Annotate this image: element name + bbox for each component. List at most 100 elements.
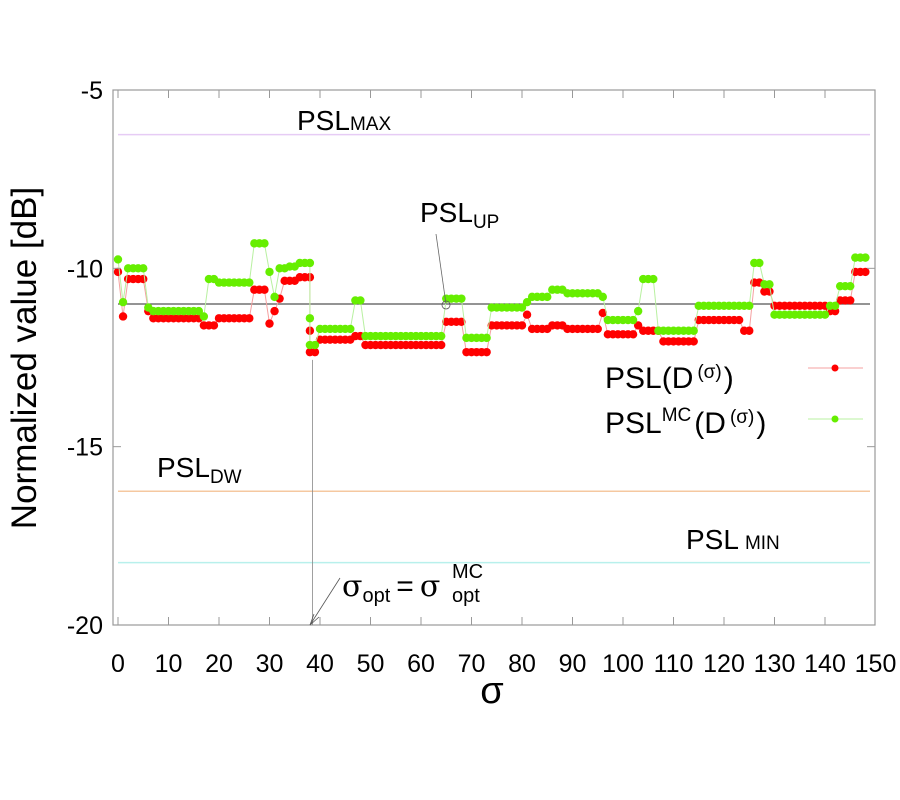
arrow-head-icon bbox=[309, 613, 320, 626]
y-tick-label: -20 bbox=[67, 612, 103, 640]
data-point bbox=[310, 340, 320, 350]
data-point bbox=[305, 258, 315, 268]
data-point bbox=[245, 278, 254, 287]
data-point bbox=[765, 280, 774, 289]
data-point bbox=[633, 306, 643, 316]
data-point bbox=[437, 340, 446, 350]
data-point bbox=[765, 287, 774, 296]
plot-frame bbox=[112, 89, 876, 626]
data-point bbox=[734, 315, 744, 325]
x-tick-label: 50 bbox=[357, 650, 385, 678]
data-point bbox=[522, 298, 532, 307]
x-axis-label: σ bbox=[480, 670, 503, 712]
data-point bbox=[820, 310, 830, 319]
data-point bbox=[260, 285, 269, 294]
data-point bbox=[846, 296, 855, 305]
y-tick-label: -5 bbox=[81, 77, 103, 105]
data-point bbox=[593, 324, 602, 334]
sigma-opt-label: σopt = σ bbox=[342, 569, 440, 607]
data-point bbox=[199, 312, 209, 321]
sigma-opt-mc-sup: MC bbox=[452, 561, 483, 583]
legend-label: PSL(D (σ)) bbox=[605, 362, 734, 395]
y-tick-label: -15 bbox=[67, 434, 103, 462]
data-point bbox=[522, 310, 532, 319]
data-point bbox=[830, 301, 840, 310]
data-point bbox=[628, 330, 638, 339]
data-point bbox=[209, 321, 219, 330]
data-point bbox=[310, 347, 320, 357]
legend-item: PSL(D (σ)) bbox=[605, 362, 863, 395]
data-series bbox=[113, 239, 870, 357]
data-point bbox=[113, 255, 123, 264]
data-point bbox=[270, 306, 279, 316]
data-point bbox=[745, 326, 754, 335]
ref-label-psl-up: PSLUP bbox=[420, 197, 499, 233]
data-point bbox=[482, 347, 491, 357]
data-point bbox=[118, 312, 128, 321]
legend-label: PSLMC (D (σ)) bbox=[605, 405, 766, 440]
data-point bbox=[689, 337, 698, 346]
x-tick-label: 80 bbox=[508, 650, 536, 678]
data-point bbox=[265, 319, 274, 328]
ref-label-psl-min: PSL MIN bbox=[686, 524, 780, 555]
data-point bbox=[356, 296, 365, 305]
data-point bbox=[861, 267, 870, 277]
data-point bbox=[194, 306, 203, 316]
y-axis-label: Normalized value [dB] bbox=[5, 187, 44, 529]
data-point bbox=[118, 298, 128, 307]
sigma-opt-mc-sub: opt bbox=[452, 585, 480, 607]
data-point bbox=[265, 267, 274, 277]
data-point bbox=[482, 333, 491, 343]
sigma-opt-arrow bbox=[309, 577, 341, 626]
psl-up-marker-icon bbox=[441, 300, 451, 310]
data-point bbox=[245, 314, 254, 323]
psl-up-pointer-line bbox=[435, 233, 447, 305]
legend: PSL(D (σ)) PSLMC (D (σ)) bbox=[605, 362, 863, 440]
ref-label-psl-max: PSLMAX bbox=[297, 105, 391, 136]
series-psl-mc bbox=[113, 239, 870, 350]
data-point bbox=[633, 321, 643, 330]
data-point bbox=[260, 239, 269, 248]
data-point bbox=[628, 315, 638, 325]
data-point bbox=[113, 267, 123, 277]
x-tick-label: 130 bbox=[754, 650, 796, 678]
data-point bbox=[517, 303, 527, 312]
x-tick-label: 100 bbox=[602, 650, 644, 678]
data-point bbox=[846, 281, 855, 291]
data-point bbox=[598, 308, 607, 318]
data-point bbox=[517, 321, 527, 330]
x-tick-label: 30 bbox=[256, 650, 284, 678]
x-tick-label: 120 bbox=[703, 650, 745, 678]
data-point bbox=[346, 324, 355, 334]
x-tick-label: 40 bbox=[306, 650, 334, 678]
x-tick-label: 20 bbox=[205, 650, 233, 678]
data-point bbox=[745, 301, 754, 310]
data-point bbox=[457, 317, 466, 327]
x-tick-label: 150 bbox=[855, 650, 897, 678]
data-point bbox=[457, 294, 466, 303]
x-tick-label: 60 bbox=[407, 650, 435, 678]
data-point bbox=[861, 253, 870, 262]
legend-marker-icon bbox=[831, 364, 839, 372]
x-tick-label: 140 bbox=[804, 650, 846, 678]
data-point bbox=[437, 331, 446, 341]
data-point bbox=[649, 274, 658, 284]
x-tick-label: 0 bbox=[111, 650, 125, 678]
data-point bbox=[270, 292, 279, 302]
data-point bbox=[689, 326, 698, 335]
data-point bbox=[139, 264, 148, 273]
x-tick-label: 90 bbox=[559, 650, 587, 678]
axis-ticks: 0 10 20 30 40 50 60 70 80 90 100 110 120 130 140 150 -5 -… bbox=[67, 77, 897, 678]
data-point bbox=[598, 292, 607, 302]
plot-border bbox=[112, 89, 876, 626]
x-tick-label: 110 bbox=[654, 650, 694, 678]
legend-marker-icon bbox=[831, 415, 839, 423]
data-point bbox=[755, 258, 764, 268]
x-tick-label: 70 bbox=[458, 650, 486, 678]
data-point bbox=[305, 314, 315, 323]
x-tick-label: 10 bbox=[155, 650, 183, 678]
legend-item: PSLMC (D (σ)) bbox=[605, 405, 863, 440]
